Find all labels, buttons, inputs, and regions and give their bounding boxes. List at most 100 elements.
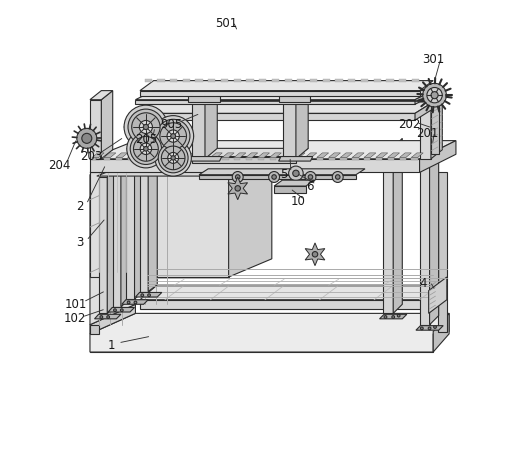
Circle shape [134,302,137,304]
Circle shape [107,316,110,318]
Polygon shape [246,153,258,158]
Bar [196,80,202,83]
Polygon shape [121,164,130,307]
Text: 905: 905 [161,117,183,131]
Bar [329,101,337,104]
Circle shape [398,314,400,317]
Circle shape [127,131,165,168]
Text: 5: 5 [280,167,288,181]
Circle shape [289,167,303,181]
Polygon shape [433,313,449,352]
Polygon shape [90,91,113,101]
Polygon shape [317,153,329,158]
Bar [246,158,252,160]
Circle shape [155,141,191,177]
Circle shape [161,147,185,170]
Polygon shape [199,175,356,180]
Polygon shape [228,155,272,278]
Bar [348,80,356,83]
Bar [164,101,172,104]
Polygon shape [135,156,144,299]
Polygon shape [420,159,430,325]
Circle shape [132,114,160,142]
Bar [128,158,134,160]
Polygon shape [97,159,267,177]
Bar [305,101,314,104]
Circle shape [235,175,240,180]
Polygon shape [340,153,352,158]
Polygon shape [90,173,228,278]
Polygon shape [420,142,456,173]
Bar [270,101,278,104]
Circle shape [305,172,316,183]
Bar [222,158,228,160]
Bar [223,101,231,104]
Polygon shape [90,159,420,173]
Circle shape [235,186,241,192]
Circle shape [158,144,188,173]
Polygon shape [234,153,246,158]
Polygon shape [140,91,420,97]
Text: 102: 102 [64,312,86,325]
Polygon shape [188,96,219,103]
Bar [272,80,279,83]
Circle shape [143,125,148,130]
Polygon shape [393,139,402,313]
Text: 2: 2 [76,199,83,212]
Polygon shape [148,149,157,292]
Polygon shape [101,91,113,159]
Text: 202: 202 [399,117,421,131]
Circle shape [77,129,97,149]
Polygon shape [420,91,443,101]
Polygon shape [222,153,234,158]
Bar [163,158,170,160]
Bar [157,80,164,83]
Circle shape [171,157,175,161]
Polygon shape [208,91,431,101]
Polygon shape [94,314,121,319]
Polygon shape [429,278,447,313]
Polygon shape [305,153,317,158]
Circle shape [332,172,343,183]
Polygon shape [136,101,415,105]
Circle shape [420,327,423,330]
Bar [104,158,110,160]
Bar [175,158,181,160]
Polygon shape [364,153,376,158]
Polygon shape [140,81,433,91]
Bar [235,101,243,104]
Polygon shape [415,91,433,105]
Bar [361,80,368,83]
Circle shape [134,137,158,162]
Polygon shape [352,153,364,158]
Polygon shape [140,156,148,292]
Polygon shape [136,293,162,298]
Polygon shape [376,153,388,158]
Polygon shape [258,153,270,158]
Polygon shape [128,153,139,158]
Polygon shape [136,103,433,114]
Bar [270,158,276,160]
Polygon shape [274,181,314,187]
Circle shape [128,110,164,146]
Bar [139,158,146,160]
Bar [412,80,419,83]
Bar [317,158,323,160]
Polygon shape [136,114,415,121]
Text: 10: 10 [290,195,305,207]
Circle shape [144,147,148,152]
Polygon shape [113,171,121,307]
Bar [386,80,394,83]
Circle shape [153,116,193,157]
Bar [400,101,408,104]
Polygon shape [296,86,308,159]
Polygon shape [92,153,104,158]
Polygon shape [90,334,433,352]
Text: 501: 501 [215,17,237,30]
Polygon shape [139,153,152,158]
Polygon shape [99,177,107,313]
Polygon shape [329,153,340,158]
Bar [92,158,99,160]
Polygon shape [163,153,175,158]
Polygon shape [175,153,187,158]
